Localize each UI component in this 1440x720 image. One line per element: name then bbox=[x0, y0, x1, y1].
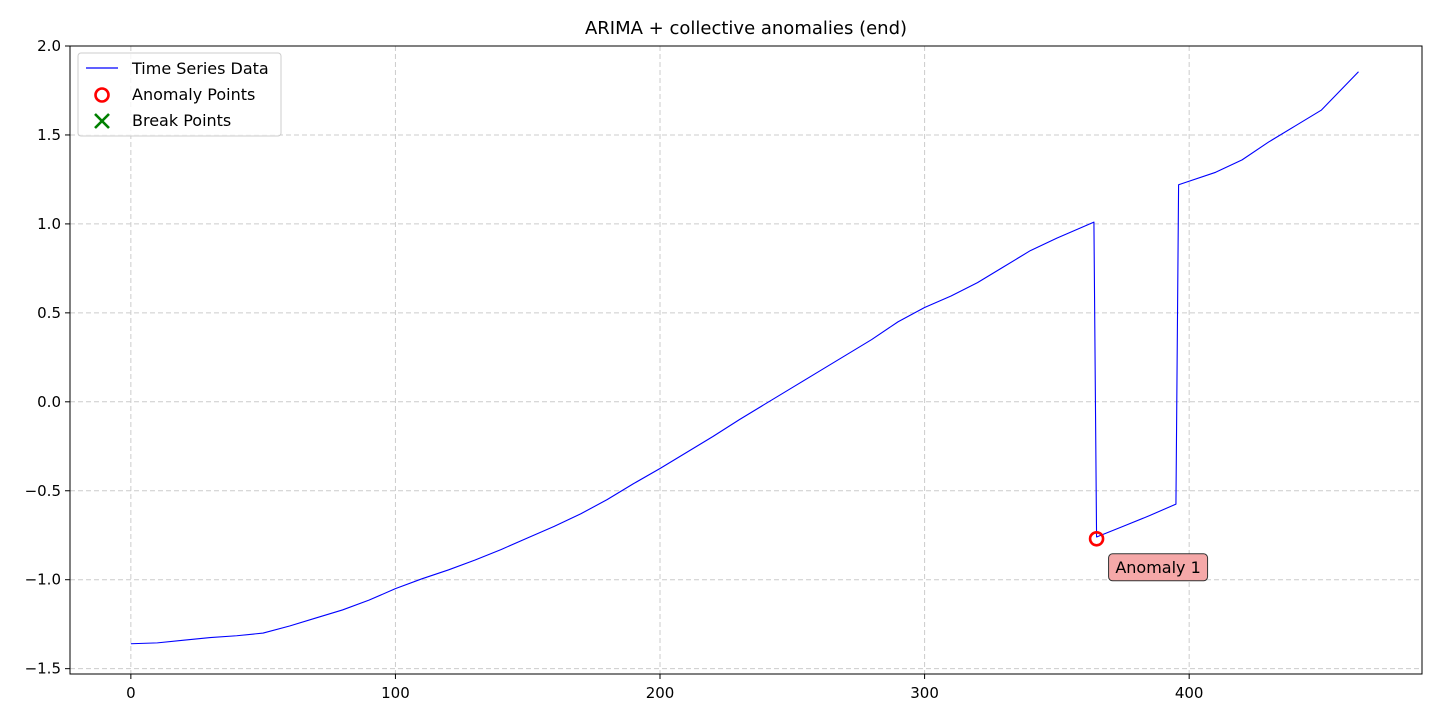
markers-layer bbox=[1088, 530, 1105, 547]
x-tick-label: 100 bbox=[381, 684, 410, 702]
legend-x-symbol bbox=[94, 113, 110, 129]
time-series-line bbox=[130, 71, 1359, 645]
annotation-box bbox=[1108, 553, 1209, 582]
x-tick-label: 300 bbox=[910, 684, 939, 702]
y-tick-label: 1.5 bbox=[37, 126, 61, 144]
series-layer bbox=[130, 71, 1359, 645]
y-tick-label: −0.5 bbox=[25, 482, 61, 500]
x-tick-label: 200 bbox=[646, 684, 675, 702]
y-tick-label: 0.5 bbox=[37, 304, 61, 322]
legend: Time Series Data Anomaly Points Break Po… bbox=[77, 52, 282, 137]
x-tick-label: 0 bbox=[126, 684, 136, 702]
axes: 0 100 200 300 400 −1.5 −1.0 −0.5 0.0 0.5 1.0 1.5 2.0 bbox=[25, 37, 1204, 702]
chart-title: ARIMA + collective anomalies (end) bbox=[585, 18, 907, 39]
legend-label-break-points: Break Points bbox=[132, 111, 231, 130]
annotation: Anomaly 1 bbox=[1108, 553, 1209, 582]
annotation-label: Anomaly 1 bbox=[1115, 558, 1200, 577]
x-tick-label: 400 bbox=[1175, 684, 1204, 702]
plot-frame bbox=[69, 45, 1423, 675]
y-tick-label: −1.5 bbox=[25, 660, 61, 678]
y-tick-label: −1.0 bbox=[25, 571, 61, 589]
annotations-layer: Anomaly 1 bbox=[1108, 553, 1209, 582]
legend-circle-symbol bbox=[94, 87, 110, 103]
y-tick-label: 2.0 bbox=[37, 37, 61, 55]
y-tick-label: 0.0 bbox=[37, 393, 61, 411]
legend-box bbox=[77, 52, 282, 137]
legend-label-anomaly-points: Anomaly Points bbox=[132, 85, 255, 104]
anomaly-point-marker bbox=[1088, 530, 1105, 547]
legend-label-time-series: Time Series Data bbox=[131, 59, 269, 78]
y-tick-label: 1.0 bbox=[37, 215, 61, 233]
